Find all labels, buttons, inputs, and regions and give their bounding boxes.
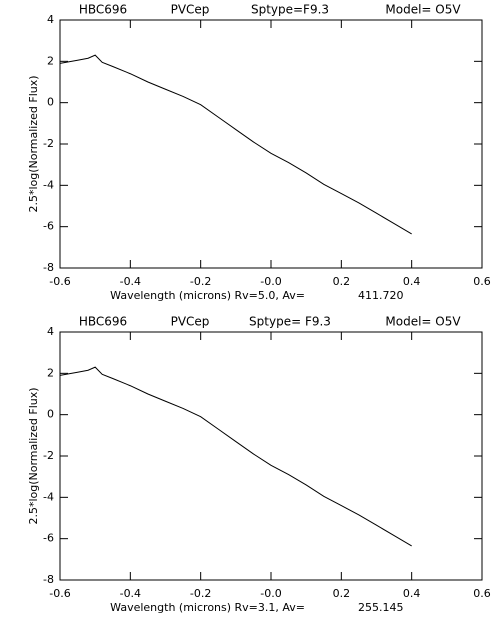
title-part: Sptype=F9.3 [251,3,329,17]
x-tick-label: -0.2 [190,275,211,288]
x-tick-label: -0.4 [120,275,141,288]
y-tick-label: -6 [43,532,54,545]
x-tick-label: -0.0 [260,275,281,288]
y-tick-label: -2 [43,137,54,150]
x-axis-annotation: 255.145 [358,601,404,614]
y-tick-label: 0 [47,408,54,421]
x-axis-label: Wavelength (microns) Rv=3.1, Av= [110,601,305,614]
y-tick-label: -2 [43,449,54,462]
y-tick-label: -8 [43,573,54,586]
spectrum-line [59,54,412,235]
y-tick-label: 2 [47,366,54,379]
x-tick-label: 0.4 [403,587,421,600]
y-tick-label: -4 [43,490,54,503]
x-tick-label: -0.2 [190,587,211,600]
y-tick-label: -4 [43,178,54,191]
x-axis-label: Wavelength (microns) Rv=5.0, Av= [110,289,305,302]
x-tick-label: -0.6 [49,275,70,288]
title-part: HBC696 [79,3,127,17]
title-part: PVCep [171,3,210,17]
title-part: HBC696 [79,315,127,329]
x-axis-annotation: 411.720 [358,289,404,302]
y-tick-label: 4 [47,13,54,26]
x-tick-label: 0.2 [333,275,351,288]
x-tick-label: 0.4 [403,275,421,288]
title-part: PVCep [171,315,210,329]
y-tick-label: -8 [43,261,54,274]
axes-frame [59,331,483,581]
y-axis-label: 2.5*log(Normalized Flux) [27,75,40,212]
y-tick-label: 4 [47,325,54,338]
x-tick-label: 0.6 [473,587,491,600]
y-axis-label: 2.5*log(Normalized Flux) [27,387,40,524]
x-tick-label: -0.4 [120,587,141,600]
x-tick-label: -0.0 [260,587,281,600]
y-tick-label: 2 [47,54,54,67]
title-part: Model= O5V [385,3,461,17]
title-part: Model= O5V [385,315,461,329]
x-tick-label: -0.6 [49,587,70,600]
x-tick-label: 0.2 [333,587,351,600]
y-tick-label: 0 [47,96,54,109]
title-part: Sptype= F9.3 [249,315,331,329]
spectrum-line [59,366,412,547]
axes-frame [59,19,483,269]
y-tick-label: -6 [43,220,54,233]
x-tick-label: 0.6 [473,275,491,288]
